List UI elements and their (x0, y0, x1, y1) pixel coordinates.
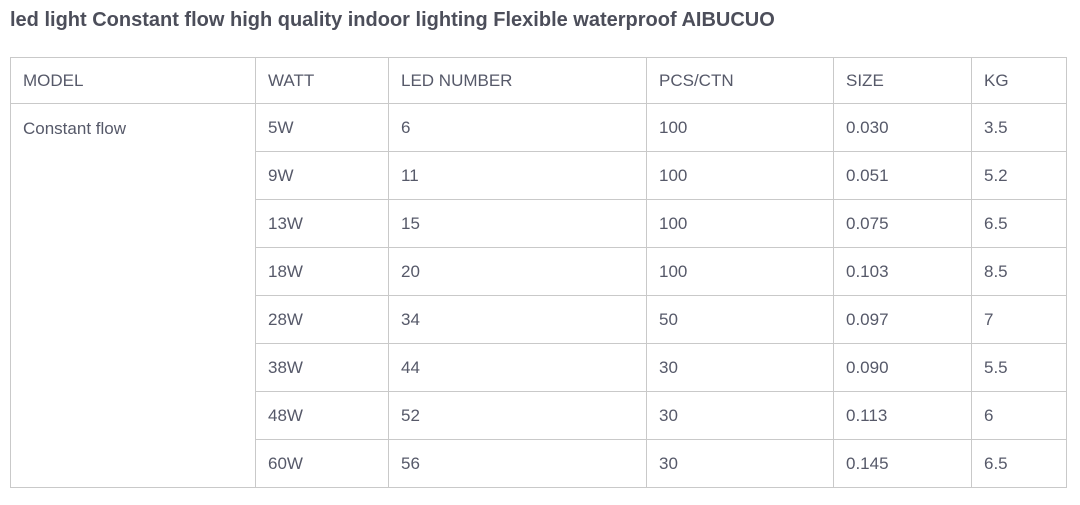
kg-cell: 3.5 (971, 103, 1067, 152)
header-row: MODEL WATT LED NUMBER PCS/CTN SIZE KG (10, 57, 1067, 104)
watt-cell: 48W (255, 391, 389, 440)
table-row: 13W 15 100 0.075 6.5 (11, 199, 1067, 248)
kg-cell: 5.5 (971, 343, 1067, 392)
watt-cell: 38W (255, 343, 389, 392)
pcs-ctn-cell: 100 (646, 151, 834, 200)
table-row: 28W 34 50 0.097 7 (11, 295, 1067, 344)
kg-cell: 5.2 (971, 151, 1067, 200)
table-row: Constant flow 5W 6 100 0.030 3.5 (10, 103, 1067, 488)
pcs-ctn-cell: 30 (646, 391, 834, 440)
led-number-cell: 44 (388, 343, 647, 392)
size-cell: 0.113 (833, 391, 972, 440)
led-number-cell: 56 (388, 439, 647, 488)
led-number-cell: 15 (388, 199, 647, 248)
column-header-kg: KG (971, 57, 1067, 104)
size-cell: 0.075 (833, 199, 972, 248)
pcs-ctn-cell: 30 (646, 343, 834, 392)
table-row: 60W 56 30 0.145 6.5 (11, 439, 1067, 488)
size-cell: 0.097 (833, 295, 972, 344)
size-cell: 0.030 (833, 103, 972, 152)
table-row: 9W 11 100 0.051 5.2 (11, 151, 1067, 200)
spec-table: MODEL WATT LED NUMBER PCS/CTN SIZE KG Co… (10, 57, 1067, 488)
watt-cell: 60W (255, 439, 389, 488)
model-value-cell: Constant flow (10, 103, 256, 488)
pcs-ctn-cell: 100 (646, 199, 834, 248)
led-number-cell: 34 (388, 295, 647, 344)
watt-cell: 28W (255, 295, 389, 344)
table-row: 18W 20 100 0.103 8.5 (11, 247, 1067, 296)
kg-cell: 6.5 (971, 199, 1067, 248)
led-number-cell: 20 (388, 247, 647, 296)
column-header-led-number: LED NUMBER (388, 57, 647, 104)
led-number-cell: 52 (388, 391, 647, 440)
kg-cell: 8.5 (971, 247, 1067, 296)
pcs-ctn-cell: 100 (646, 247, 834, 296)
size-cell: 0.090 (833, 343, 972, 392)
kg-cell: 7 (971, 295, 1067, 344)
watt-cell: 13W (255, 199, 389, 248)
led-number-cell: 11 (388, 151, 647, 200)
column-header-watt: WATT (255, 57, 389, 104)
size-cell: 0.051 (833, 151, 972, 200)
pcs-ctn-cell: 30 (646, 439, 834, 488)
column-header-model: MODEL (10, 57, 256, 104)
kg-cell: 6.5 (971, 439, 1067, 488)
pcs-ctn-cell: 50 (646, 295, 834, 344)
page-title: led light Constant flow high quality ind… (10, 9, 775, 31)
size-cell: 0.103 (833, 247, 972, 296)
led-number-cell: 6 (388, 103, 647, 152)
size-cell: 0.145 (833, 439, 972, 488)
watt-cell: 5W (255, 103, 389, 152)
kg-cell: 6 (971, 391, 1067, 440)
column-header-pcs-ctn: PCS/CTN (646, 57, 834, 104)
column-header-size: SIZE (833, 57, 972, 104)
watt-cell: 9W (255, 151, 389, 200)
watt-cell: 18W (255, 247, 389, 296)
pcs-ctn-cell: 100 (646, 103, 834, 152)
